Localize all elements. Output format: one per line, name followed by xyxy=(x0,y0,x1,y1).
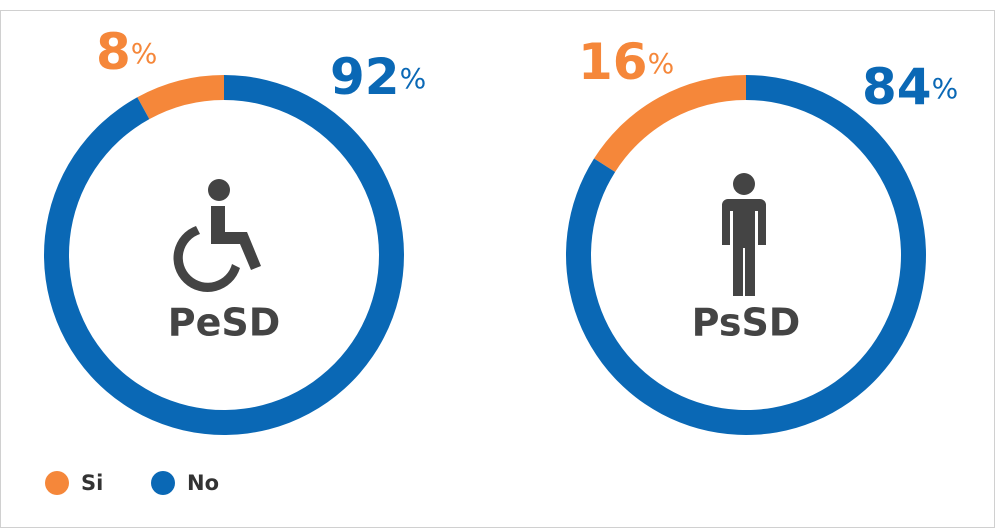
donut-slice xyxy=(594,75,746,172)
value-label: 84% xyxy=(862,58,958,116)
legend-swatch xyxy=(151,471,175,495)
legend-label: No xyxy=(187,471,219,495)
frame xyxy=(0,10,995,528)
value-label: 16% xyxy=(578,33,674,91)
center-label: PeSD xyxy=(168,301,281,345)
value-label: 8% xyxy=(96,23,157,81)
legend-label: Si xyxy=(81,471,103,495)
legend-swatch xyxy=(45,471,69,495)
donut-slice xyxy=(137,75,224,120)
value-label: 92% xyxy=(330,48,426,106)
wheelchair-icon xyxy=(173,179,261,292)
center-label: PsSD xyxy=(692,301,801,345)
person-icon xyxy=(722,173,766,296)
